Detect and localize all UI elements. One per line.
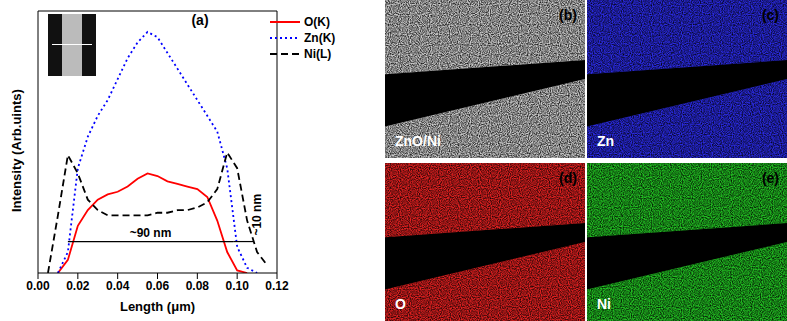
svg-text:(c): (c) — [762, 7, 779, 23]
html-text:Ni(L): Ni(L) — [304, 47, 332, 61]
html-text:Zn(K): Zn(K) — [304, 31, 336, 45]
svg-text:(b): (b) — [559, 7, 577, 23]
svg-text:(d): (d) — [559, 170, 577, 186]
html-text:O(K): O(K) — [304, 15, 330, 29]
svg-text:0.04: 0.04 — [106, 279, 130, 293]
svg-text:0.00: 0.00 — [26, 279, 50, 293]
svg-text:Length (μm): Length (μm) — [120, 299, 195, 314]
svg-text:ZnO/Ni: ZnO/Ni — [395, 133, 441, 149]
svg-text:Intensity (Arb.uints): Intensity (Arb.uints) — [9, 89, 24, 212]
svg-text:~90 nm: ~90 nm — [130, 226, 172, 240]
svg-text:0.06: 0.06 — [146, 279, 170, 293]
svg-text:0.02: 0.02 — [66, 279, 90, 293]
svg-text:(e): (e) — [762, 170, 779, 186]
svg-text:0.08: 0.08 — [186, 279, 210, 293]
svg-text:Zn: Zn — [597, 133, 614, 149]
svg-text:~10 nm: ~10 nm — [250, 194, 264, 236]
svg-text:0.12: 0.12 — [265, 279, 289, 293]
svg-text:O: O — [395, 296, 406, 312]
svg-text:0.10: 0.10 — [225, 279, 249, 293]
html-text:(a): (a) — [191, 12, 209, 28]
svg-text:Ni: Ni — [597, 296, 611, 312]
